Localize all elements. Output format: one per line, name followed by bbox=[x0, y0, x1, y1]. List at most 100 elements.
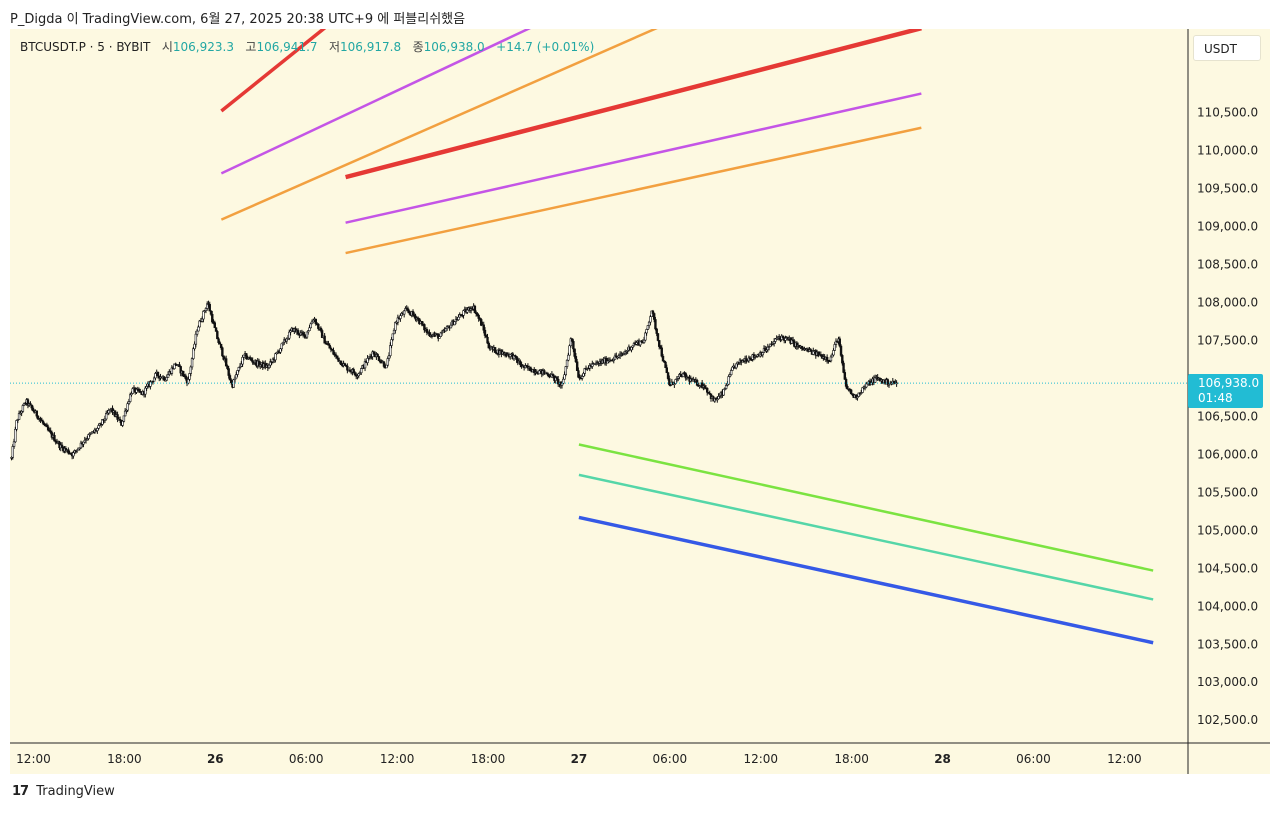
candle-body bbox=[187, 379, 190, 384]
candle-body bbox=[149, 381, 152, 387]
candle-body bbox=[235, 374, 238, 379]
candle-body bbox=[420, 321, 424, 325]
green-line bbox=[578, 443, 1154, 572]
legend-open-label: 시 bbox=[161, 40, 173, 54]
purple-line-lower bbox=[345, 92, 922, 224]
candle-body bbox=[228, 375, 232, 381]
candle-body bbox=[482, 324, 485, 331]
candle-body bbox=[353, 372, 357, 376]
candle-body bbox=[241, 356, 244, 365]
candle-body bbox=[323, 335, 326, 344]
price-tick-label: 106,500.0 bbox=[1197, 409, 1258, 423]
candle-body bbox=[652, 313, 656, 320]
currency-unit-button[interactable]: USDT bbox=[1193, 35, 1261, 61]
candle-body bbox=[303, 334, 306, 336]
candle-body bbox=[126, 403, 129, 411]
candle-body bbox=[314, 318, 318, 325]
candle-body bbox=[296, 330, 300, 335]
blue-line bbox=[578, 515, 1154, 645]
candle-body bbox=[843, 372, 847, 380]
candle-body bbox=[573, 348, 576, 357]
legend-low-label: 저 bbox=[328, 40, 341, 54]
candle-body bbox=[192, 348, 195, 359]
price-tick-label: 104,000.0 bbox=[1197, 599, 1258, 613]
candle-body bbox=[188, 373, 191, 380]
candle-body bbox=[288, 331, 291, 339]
candle-body bbox=[462, 310, 465, 316]
candle-body bbox=[726, 383, 729, 386]
candle-body bbox=[11, 446, 14, 458]
candle-body bbox=[574, 356, 578, 363]
candle-body bbox=[41, 420, 45, 424]
chart-svg[interactable]: 110,500.0 110,000.0 109,500.0 109,000.0 108,… bbox=[10, 29, 1270, 774]
candle-body bbox=[389, 345, 392, 356]
time-tick-label: 12:00 bbox=[380, 752, 415, 766]
candle-body bbox=[399, 315, 402, 319]
symbol-legend: BTCUSDT.P · 5 · BYBIT 시106,923.3 고106,94… bbox=[20, 38, 594, 55]
candle-body bbox=[251, 360, 254, 363]
candle-body bbox=[477, 315, 480, 319]
candle-body bbox=[236, 370, 239, 375]
candle-body bbox=[242, 354, 246, 358]
candle-body bbox=[800, 345, 804, 349]
candle-body bbox=[487, 342, 490, 349]
candle-body bbox=[479, 319, 483, 326]
candle-body bbox=[208, 303, 211, 312]
price-tick-label: 108,000.0 bbox=[1197, 295, 1258, 309]
legend-high-label: 고 bbox=[245, 40, 257, 54]
candle-body bbox=[575, 361, 579, 371]
candle-body bbox=[233, 377, 237, 381]
candle-body bbox=[411, 311, 415, 316]
candle-body bbox=[382, 361, 386, 367]
candle-body bbox=[164, 379, 167, 382]
candle-body bbox=[216, 331, 219, 340]
candle-body bbox=[82, 441, 85, 445]
candle-body bbox=[706, 387, 709, 393]
candle-body bbox=[204, 308, 208, 311]
candle-body bbox=[402, 310, 406, 315]
candle-body bbox=[581, 376, 584, 379]
candle-body bbox=[131, 388, 134, 394]
current-price-value: 106,938.0 bbox=[1198, 376, 1260, 391]
candle-body bbox=[372, 351, 376, 355]
candle-body bbox=[310, 321, 314, 325]
candle-body bbox=[645, 329, 648, 334]
time-tick-label: 06:00 bbox=[289, 752, 324, 766]
candle-body bbox=[240, 363, 243, 367]
candle-body bbox=[748, 357, 752, 360]
tradingview-footer[interactable]: 17 TradingView bbox=[12, 784, 115, 799]
candle-body bbox=[224, 358, 228, 367]
candle-body bbox=[64, 448, 68, 451]
price-tick-label: 103,500.0 bbox=[1197, 637, 1258, 651]
candle-body bbox=[767, 346, 771, 348]
candle-body bbox=[221, 347, 224, 357]
candles-group bbox=[10, 300, 898, 461]
candle-body bbox=[308, 327, 311, 331]
candle-body bbox=[886, 379, 889, 386]
candle-body bbox=[346, 365, 349, 371]
legend-symbol[interactable]: BTCUSDT.P · 5 · BYBIT bbox=[20, 40, 151, 54]
candle-body bbox=[36, 415, 40, 420]
candle-body bbox=[391, 333, 395, 340]
chart-panel[interactable]: 110,500.0 110,000.0 109,500.0 109,000.0 108,… bbox=[10, 29, 1270, 774]
candle-body bbox=[26, 399, 30, 406]
candle-body bbox=[515, 356, 518, 360]
candle-body bbox=[118, 419, 122, 421]
candle-body bbox=[842, 362, 845, 373]
candle-body bbox=[727, 376, 730, 385]
price-tick-label: 108,500.0 bbox=[1197, 257, 1258, 271]
price-tick-label: 110,000.0 bbox=[1197, 144, 1258, 158]
candle-body bbox=[128, 394, 132, 402]
candle-body bbox=[182, 370, 185, 377]
candle-body bbox=[646, 325, 650, 330]
candle-body bbox=[307, 330, 310, 333]
candle-body bbox=[14, 428, 17, 443]
teal-line bbox=[578, 473, 1154, 601]
candle-body bbox=[336, 355, 339, 359]
candle-body bbox=[615, 355, 618, 358]
candle-body bbox=[392, 329, 396, 335]
candle-body bbox=[735, 363, 738, 369]
candle-body bbox=[849, 389, 853, 395]
candle-body bbox=[189, 366, 193, 374]
price-tick-label: 109,500.0 bbox=[1197, 182, 1258, 196]
